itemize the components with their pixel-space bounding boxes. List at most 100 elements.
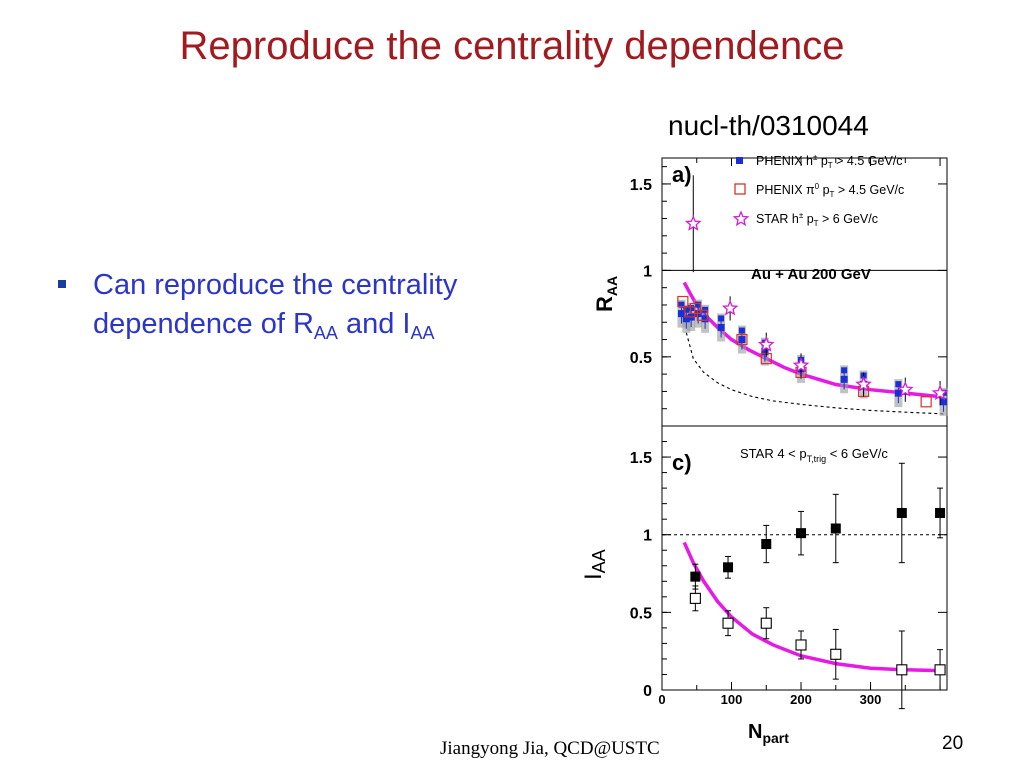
panel-a-star-point <box>931 384 949 401</box>
panel-a-legend: PHENIX h± pT > 4.5 GeV/c PHENIX π0 pT > … <box>732 153 904 228</box>
legend-1-mid: p <box>819 183 829 197</box>
x-axis-label: Npart <box>748 721 789 746</box>
panel-c-model-curve <box>682 541 941 673</box>
panel-a-h-point-alt <box>718 315 725 322</box>
panel-c-open-point <box>689 592 701 604</box>
panel-c-annotation-sub: T,trig <box>807 454 827 464</box>
panel-c-open-point <box>896 664 908 676</box>
panel-c-annotation-tail: < 6 GeV/c <box>826 446 888 461</box>
panel-c-filled-point <box>935 507 946 518</box>
panel-a-pi0-point <box>696 309 708 321</box>
panel-a-h-point <box>701 315 709 323</box>
legend-open-square-icon <box>734 183 746 195</box>
legend-0-sub: T <box>828 161 833 170</box>
legend-1-cut: > 4.5 GeV/c <box>834 183 904 197</box>
bullet-sub-raa: AA <box>313 323 338 343</box>
panel-a-h-point <box>840 375 848 383</box>
panel-c-ytick-label: 0 <box>643 683 652 700</box>
panel-c-filled-point <box>723 562 734 573</box>
panel-a-ylabel-sub: AA <box>604 276 620 296</box>
panel-c-filled-point <box>896 507 907 518</box>
panel-a-star-point <box>721 299 739 316</box>
x-axis-label-sub: part <box>762 730 789 746</box>
panel-c-open-point <box>760 617 772 629</box>
legend-filled-square-icon <box>736 157 743 164</box>
legend-entry-2: STAR h± pT > 6 GeV/c <box>756 211 878 228</box>
x-axis-label-main: N <box>748 721 762 743</box>
panel-c-filled-point <box>830 523 841 534</box>
footer-text: Jiangyong Jia, QCD@USTC <box>440 738 660 759</box>
legend-0-sup: ± <box>813 153 818 162</box>
panel-c-filled-point <box>690 571 701 582</box>
bullet-square-icon <box>58 280 66 288</box>
legend-1-sub: T <box>830 190 835 199</box>
legend-2-sub: T <box>814 219 819 228</box>
panel-c-label: c) <box>672 450 692 475</box>
legend-0-mid: p <box>817 154 827 168</box>
bullet-sub-iaa: AA <box>410 323 435 343</box>
panel-a-h-point <box>717 323 725 331</box>
panel-a-h-point-alt <box>695 301 702 308</box>
panel-c-filled-point <box>796 528 807 539</box>
panel-a-ytick-label: 1.5 <box>630 177 652 194</box>
panel-c-plot: 0 0.5 1 1.5 0 100 200 300 <box>630 441 947 710</box>
panel-c-xtick-label: 0 <box>658 692 665 707</box>
panel-c-open-point <box>934 664 946 676</box>
panel-a-star-point <box>855 375 872 392</box>
paper-reference: nucl-th/0310044 <box>668 110 869 141</box>
panel-a-h-point <box>677 310 685 318</box>
panel-c-ytick-label: 1 <box>643 528 652 545</box>
panel-c-ylabel-sub: AA <box>589 549 609 573</box>
panel-c-ytick-label: 0.5 <box>630 605 652 622</box>
legend-open-star-icon <box>732 210 750 227</box>
panel-a-h-point <box>894 389 902 397</box>
legend-1-sup: 0 <box>815 182 820 191</box>
panel-c-open-point <box>830 648 842 660</box>
panel-a-h-point-alt <box>841 367 848 374</box>
panel-c-annotation-main: STAR 4 < p <box>740 446 807 461</box>
panel-a-h-point-alt <box>895 381 902 388</box>
panel-a-plot: 0.5 1 1.5 <box>630 158 949 416</box>
panel-c-ylabel: IAA <box>580 549 609 580</box>
panel-a-pi0-point <box>736 333 748 346</box>
legend-2-label: STAR h <box>756 212 799 226</box>
bullet-text: Can reproduce the centrality dependence … <box>93 266 533 344</box>
panel-a-ylabel: RAA <box>592 276 620 312</box>
panel-c-annotation: STAR 4 < pT,trig < 6 GeV/c <box>740 446 888 464</box>
panel-c-xtick-label: 300 <box>860 692 882 707</box>
panel-a-label: a) <box>672 162 692 187</box>
legend-star-shape <box>732 210 750 227</box>
panel-a-h-point <box>761 348 769 356</box>
bullet-text-pre: Can reproduce the centrality dependence … <box>93 269 458 340</box>
slide-title: Reproduce the centrality dependence <box>179 24 845 68</box>
legend-0-cut: > 4.5 GeV/c <box>833 154 903 168</box>
panel-a-ytick-label: 1 <box>643 263 652 280</box>
legend-2-cut: > 6 GeV/c <box>819 212 878 226</box>
bullet-text-mid: and I <box>337 308 411 340</box>
panel-c-open-point <box>795 639 807 651</box>
legend-2-mid: p <box>803 212 813 226</box>
panel-a-ytick-label: 0.5 <box>630 350 652 367</box>
panel-a-h-point <box>940 398 948 406</box>
panel-c-xtick-label: 100 <box>721 692 743 707</box>
panel-c-open-point <box>722 617 734 629</box>
legend-0-label: PHENIX h <box>756 154 813 168</box>
panel-a-h-point <box>682 315 690 323</box>
panel-a-star-point <box>757 335 775 352</box>
legend-entry-0: PHENIX h± pT > 4.5 GeV/c <box>756 153 903 170</box>
panel-a-star-point <box>897 381 914 397</box>
panel-a-pi0-point <box>677 295 689 308</box>
panel-a-pi0-point <box>689 302 701 315</box>
panel-a-h-point-alt <box>688 305 695 312</box>
panel-a-annotation: Au + Au 200 GeV <box>751 266 871 283</box>
panel-c-frame <box>661 425 948 691</box>
panel-a-h-point-alt <box>678 301 685 308</box>
page-number: 20 <box>942 733 964 754</box>
panel-c-xtick-label: 200 <box>790 692 812 707</box>
panel-a-star-point <box>792 356 810 373</box>
legend-1-label: PHENIX π <box>756 183 815 197</box>
panel-a-h-point-alt <box>738 327 745 334</box>
panel-a-star-point <box>684 214 702 231</box>
panel-c-ytick-label: 1.5 <box>630 450 652 467</box>
